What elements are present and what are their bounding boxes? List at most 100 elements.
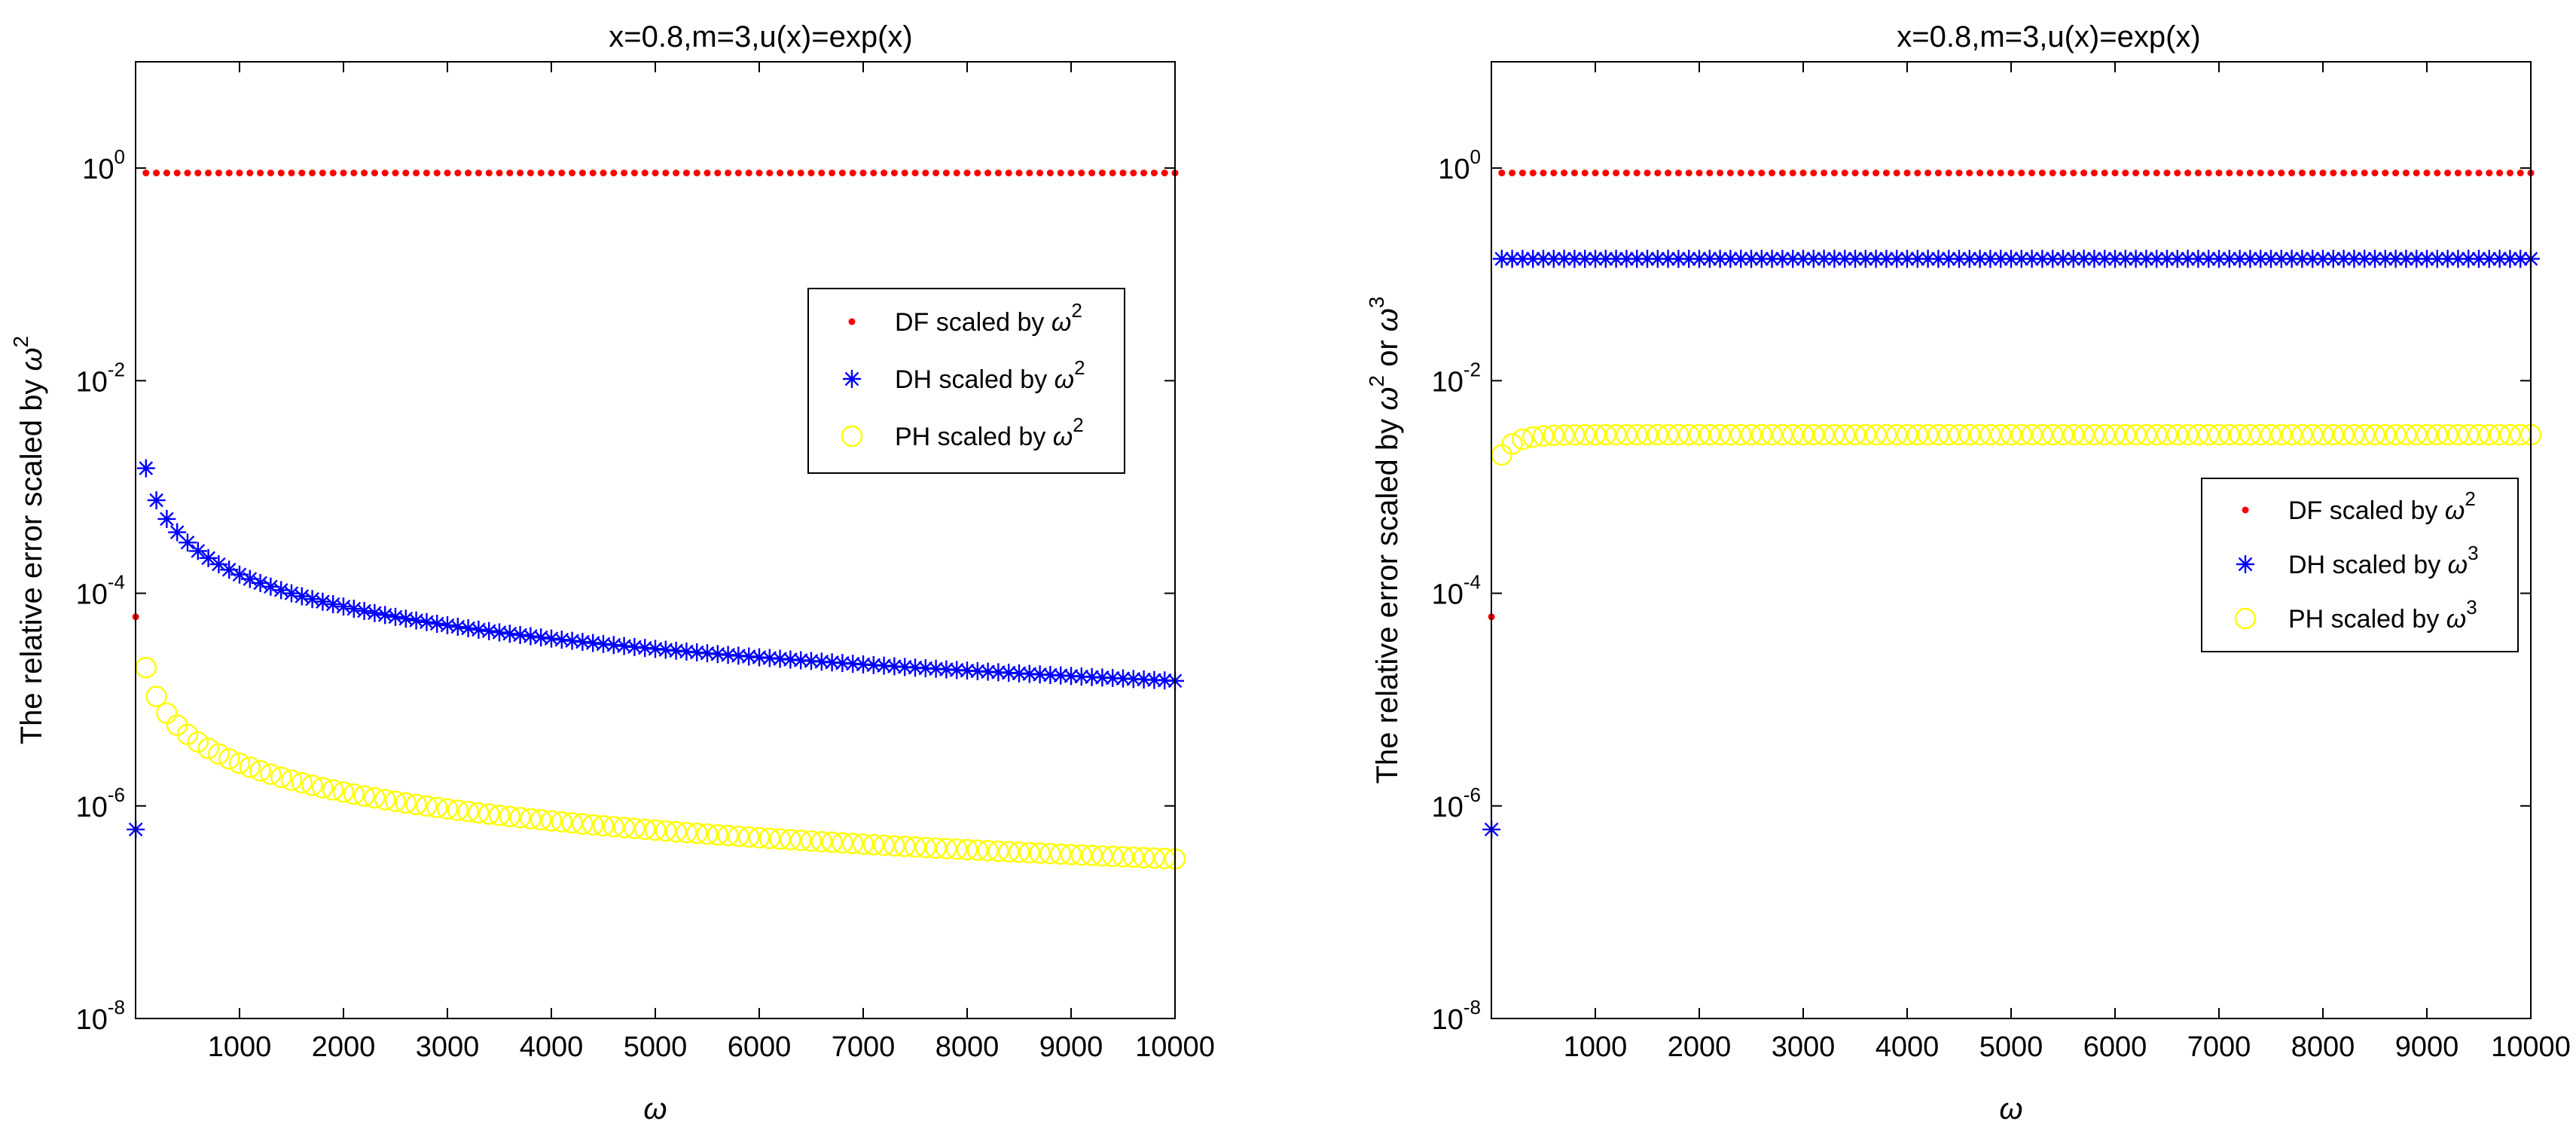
- df-data-point: [1914, 169, 1921, 177]
- x-tick-label: 5000: [624, 1031, 688, 1063]
- df-data-point: [1934, 169, 1942, 177]
- df-data-point: [2174, 169, 2181, 177]
- ph-data-point: [1688, 423, 1711, 446]
- df-data-point: [1737, 169, 1744, 177]
- df-data-point: [1821, 169, 1828, 177]
- legend-entry-df: DF scaled by ω2: [848, 299, 1082, 337]
- dh-data-point: [1690, 249, 1708, 268]
- ph-data-point: [416, 795, 438, 817]
- df-data-point: [465, 169, 472, 177]
- y-tick-label: 100: [82, 145, 125, 185]
- df-data-point: [610, 169, 618, 177]
- ph-data-point: [873, 834, 895, 857]
- ph-data-point: [197, 738, 219, 759]
- legend-entry-df: DF scaled by ω2: [2242, 487, 2476, 525]
- df-series: [1488, 169, 2535, 621]
- df-data-point: [257, 169, 264, 177]
- legend-label-ph: PH scaled by ω3: [2288, 596, 2477, 634]
- df-data-point: [1130, 169, 1137, 177]
- legend-entry-ph: PH scaled by ω3: [2234, 596, 2477, 634]
- ph-data-point: [2301, 423, 2324, 446]
- ph-data-point: [1833, 423, 1856, 446]
- df-data-point: [2101, 169, 2108, 177]
- ph-data-point: [914, 836, 937, 859]
- df-data-point: [870, 169, 877, 177]
- df-data-point: [319, 169, 326, 177]
- df-data-point: [392, 169, 399, 177]
- dh-data-point: [188, 542, 207, 560]
- left-chart-legend: DF scaled by ω2 DH scaled by ω2 PH scaled …: [807, 288, 1125, 474]
- dh-data-point: [1794, 249, 1812, 268]
- df-data-point: [1057, 169, 1064, 177]
- df-data-point: [2434, 169, 2441, 177]
- ph-data-point: [2114, 423, 2137, 446]
- ph-series: [1491, 423, 2542, 466]
- df-data-point: [1644, 169, 1651, 177]
- df-data-point: [829, 169, 836, 177]
- y-tick-label: 10-2: [1432, 358, 1481, 398]
- ph-data-point: [1091, 844, 1113, 867]
- y-tick-label: 100: [1438, 145, 1481, 185]
- x-tick-label: 9000: [1039, 1031, 1103, 1063]
- dh-data-point: [324, 595, 343, 614]
- dh-data-point: [521, 627, 540, 646]
- df-data-point: [423, 169, 430, 177]
- ph-data-point: [956, 838, 978, 861]
- df-data-point: [2090, 169, 2098, 177]
- ph-data-point: [1553, 424, 1575, 446]
- dh-data-point: [313, 592, 332, 611]
- df-data-point: [1046, 169, 1054, 177]
- df-data-point: [1633, 169, 1641, 177]
- df-data-point: [2007, 169, 2015, 177]
- dh-data-point: [2012, 249, 2031, 268]
- dh-data-point: [906, 658, 924, 677]
- dh-data-point: [2282, 249, 2301, 268]
- dh-data-point: [604, 636, 623, 655]
- df-data-point: [2246, 169, 2254, 177]
- ph-data-point: [613, 817, 635, 838]
- dh-data-point: [573, 633, 592, 652]
- df-data-point: [454, 169, 462, 177]
- df-data-point: [1769, 169, 1776, 177]
- df-data-point: [2142, 169, 2150, 177]
- x-tick-label: 2000: [1668, 1031, 1732, 1063]
- ph-data-point: [1896, 423, 1918, 446]
- df-data-point: [2111, 169, 2119, 177]
- ph-data-point: [624, 817, 646, 839]
- left-chart-legend-box: [807, 288, 1125, 474]
- dh-data-point: [1565, 249, 1584, 268]
- dh-data-point: [500, 625, 519, 643]
- df-data-point: [911, 169, 919, 177]
- ph-data-point: [884, 835, 905, 857]
- df-data-point: [402, 169, 410, 177]
- legend-label-dh: DH scaled by ω2: [895, 356, 1085, 394]
- ph-data-point: [1937, 423, 1960, 446]
- ph-data-point: [2249, 423, 2272, 446]
- df-data-point: [859, 169, 867, 177]
- df-data-point: [1685, 169, 1692, 177]
- dh-data-point: [1898, 249, 1916, 268]
- ph-data-point: [707, 824, 728, 846]
- df-data-point: [1924, 169, 1932, 177]
- ph-data-point: [935, 838, 957, 860]
- ph-data-point: [2062, 423, 2085, 446]
- df-data-point: [163, 169, 170, 177]
- dh-data-point: [2355, 249, 2374, 268]
- ph-data-point: [1948, 423, 1970, 446]
- dh-data-point: [1950, 249, 1968, 268]
- left-chart-title: x=0.8,m=3,u(x)=exp(x): [609, 20, 913, 53]
- ph-data-point: [2010, 423, 2033, 446]
- ph-data-point: [2281, 423, 2303, 446]
- dh-data-point: [2470, 249, 2488, 268]
- dh-data-point: [656, 640, 675, 659]
- ph-data-point: [1122, 846, 1145, 869]
- df-data-point: [1109, 169, 1116, 177]
- ph-data-point: [2104, 423, 2126, 446]
- df-data-point: [1945, 169, 1952, 177]
- dh-data-point: [179, 533, 197, 552]
- dh-data-point: [1124, 670, 1143, 689]
- dh-data-point: [438, 616, 456, 635]
- df-data-point: [953, 169, 960, 177]
- dh-data-point: [1908, 249, 1927, 268]
